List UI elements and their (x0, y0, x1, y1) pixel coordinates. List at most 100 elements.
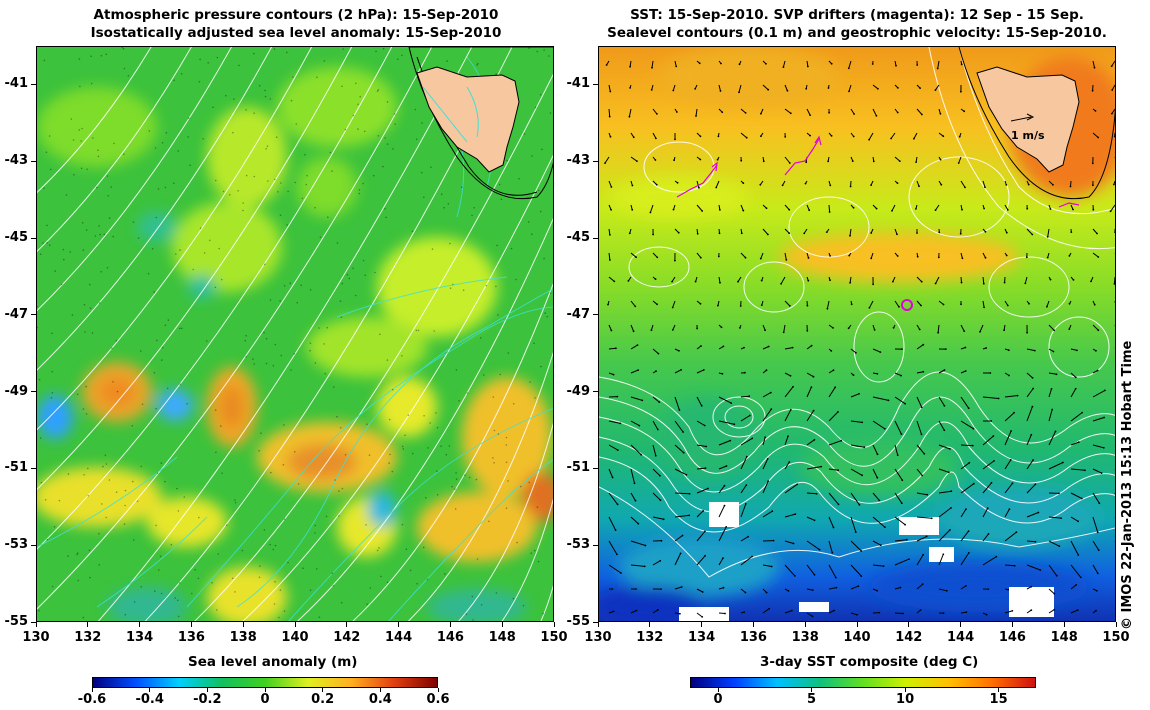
velocity-arrow-head (1070, 231, 1073, 234)
stipple-dot (293, 353, 296, 355)
velocity-arrow-head (811, 615, 814, 618)
velocity-arrow (982, 252, 986, 259)
stipple-dot (155, 216, 158, 219)
stipple-dot (124, 504, 126, 507)
velocity-arrow-head (892, 326, 895, 329)
velocity-arrow (1026, 564, 1041, 571)
velocity-arrow-head (807, 65, 809, 68)
velocity-arrow-head (658, 401, 661, 403)
velocity-arrow-head (771, 510, 774, 513)
left-x-tick-mark (242, 622, 244, 627)
velocity-arrow (630, 420, 640, 427)
stipple-dot (283, 610, 286, 612)
velocity-arrow (1114, 253, 1115, 254)
velocity-arrow-head (958, 135, 961, 138)
velocity-arrow (630, 516, 639, 525)
velocity-arrow-head (787, 435, 789, 438)
velocity-arrow (784, 347, 793, 350)
velocity-arrow-head (1015, 531, 1018, 534)
velocity-arrow-head (1008, 374, 1010, 377)
velocity-arrow-head (805, 87, 808, 90)
velocity-arrow-head (806, 329, 809, 332)
velocity-arrow-head (721, 111, 724, 114)
velocity-arrow-head (1096, 232, 1098, 235)
velocity-arrow-head (1060, 517, 1062, 519)
velocity-arrow-head (915, 161, 917, 163)
velocity-arrow-head (1103, 416, 1105, 419)
velocity-arrow-head (922, 343, 925, 346)
velocity-arrow-head (759, 183, 762, 186)
velocity-arrow (938, 369, 945, 374)
left-y-tick-mark (31, 237, 36, 239)
velocity-arrow (762, 84, 769, 91)
stipple-dot (279, 214, 282, 216)
velocity-arrow (894, 468, 903, 481)
velocity-arrow-head (660, 539, 663, 542)
velocity-arrow (937, 324, 940, 333)
stipple-dot (88, 549, 91, 552)
velocity-arrow (1114, 517, 1115, 518)
stipple-dot (102, 465, 104, 468)
velocity-arrow-head (717, 135, 720, 138)
stipple-dot (283, 424, 285, 426)
stipple-dot (211, 582, 213, 584)
velocity-arrow (868, 132, 874, 140)
stipple-dot (179, 327, 181, 330)
velocity-arrow-head (637, 369, 639, 371)
velocity-arrow-head (1113, 183, 1115, 186)
stipple-dot (543, 49, 545, 51)
stipple-dot (362, 259, 365, 262)
velocity-arrow-head (960, 303, 962, 306)
velocity-arrow-head (896, 454, 899, 457)
stipple-dot (389, 453, 391, 456)
velocity-arrow (630, 369, 639, 374)
velocity-arrow-head (900, 502, 903, 505)
stipple-dot (436, 493, 439, 496)
stipple-dot (123, 153, 125, 155)
velocity-arrow-head (662, 518, 665, 521)
velocity-arrow-head (764, 436, 767, 439)
stipple-dot (98, 225, 100, 227)
velocity-arrow (1048, 609, 1055, 614)
stipple-dot (323, 343, 325, 345)
velocity-arrow (718, 485, 725, 494)
stipple-dot (269, 299, 272, 301)
velocity-arrow-head (721, 372, 724, 375)
left-y-tick-mark (31, 314, 36, 316)
stipple-dot (265, 337, 268, 340)
velocity-arrow-head (743, 611, 745, 614)
stipple-dot (259, 565, 261, 567)
velocity-arrow-head (872, 160, 875, 163)
velocity-arrow (608, 276, 615, 282)
stipple-dot (265, 148, 267, 150)
velocity-arrow-head (745, 136, 748, 139)
stipple-dot (355, 82, 357, 85)
stipple-dot (164, 480, 166, 483)
stipple-dot (449, 287, 452, 289)
velocity-arrow-head (965, 585, 967, 587)
left-x-tick-mark (139, 622, 141, 627)
velocity-arrow (630, 444, 642, 456)
velocity-arrow (1048, 409, 1053, 422)
velocity-arrow-head (875, 114, 878, 117)
stipple-dot (289, 282, 291, 284)
velocity-arrow (1114, 325, 1115, 327)
velocity-arrow-head (827, 160, 829, 163)
velocity-arrow-head (960, 63, 963, 66)
stipple-dot (500, 198, 503, 201)
velocity-arrow (608, 84, 611, 92)
stipple-dot (451, 485, 454, 488)
velocity-arrow (938, 444, 950, 450)
velocity-arrow (1111, 60, 1115, 67)
stipple-dot (382, 165, 384, 168)
velocity-arrow (674, 492, 690, 495)
velocity-arrow-head (765, 62, 767, 65)
velocity-arrow-head (833, 609, 836, 612)
velocity-arrow (674, 514, 690, 518)
velocity-arrow-head (934, 209, 937, 212)
velocity-arrow-head (1013, 411, 1015, 414)
velocity-arrow (1026, 540, 1036, 543)
velocity-arrow (652, 444, 657, 456)
velocity-arrow-head (919, 87, 921, 89)
velocity-arrow-head (868, 138, 870, 141)
